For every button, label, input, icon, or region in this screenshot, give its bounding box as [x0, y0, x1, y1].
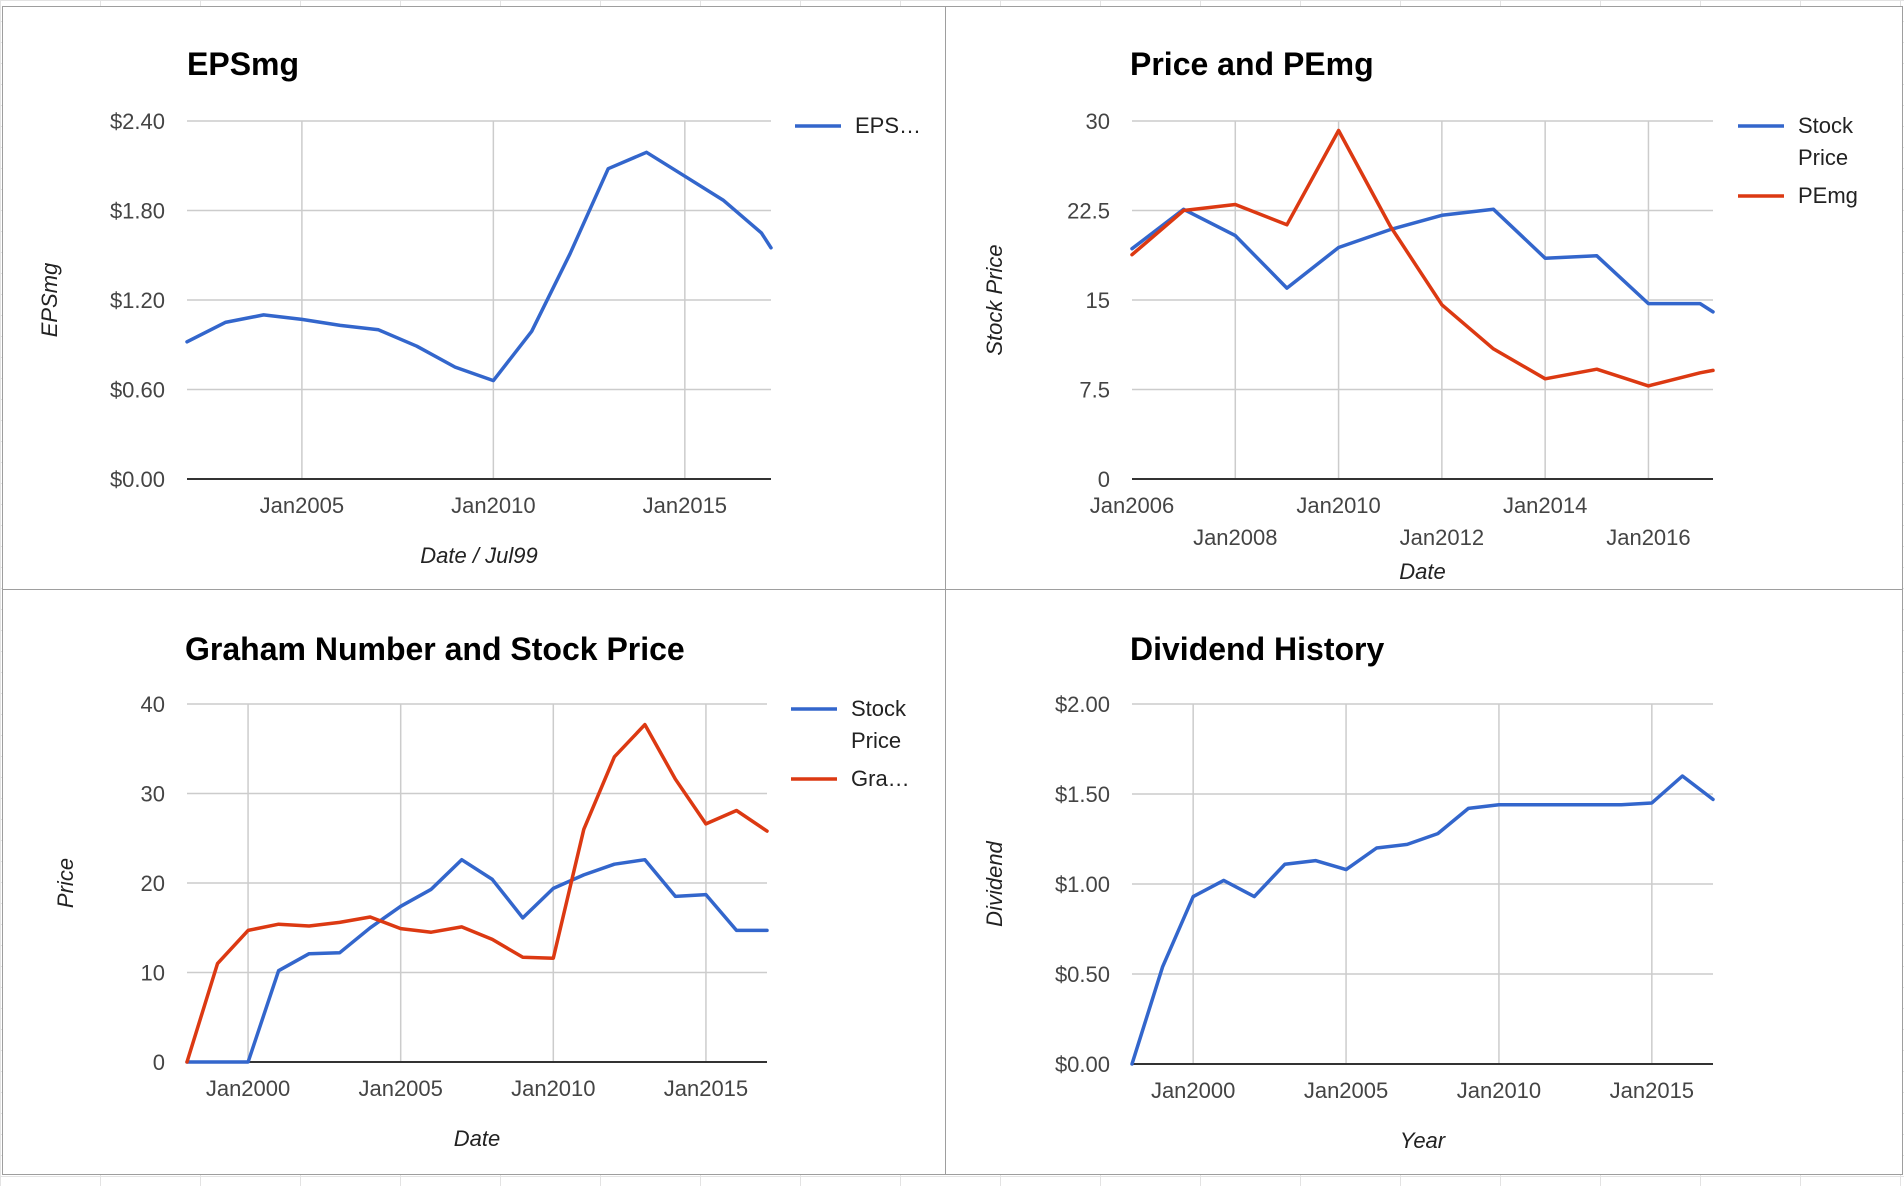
x-tick-label: Jan2005 — [358, 1076, 442, 1101]
x-tick-label: Jan2000 — [1151, 1078, 1235, 1103]
series-line — [1130, 207, 1715, 314]
series-line — [1130, 774, 1715, 1066]
series-line — [185, 857, 769, 1064]
chart-title: Graham Number and Stock Price — [185, 631, 685, 667]
x-tick-label: Jan2005 — [260, 493, 344, 518]
x-tick-label: Jan2016 — [1606, 525, 1690, 550]
y-tick-label: $0.00 — [1055, 1052, 1110, 1077]
y-tick-label: $1.00 — [1055, 872, 1110, 897]
x-tick-label: Jan2010 — [511, 1076, 595, 1101]
x-axis-title: Date — [454, 1126, 500, 1151]
x-tick-label: Jan2010 — [1296, 493, 1380, 518]
price-pemg-chart: Price and PEmg 0 7.5 15 22.5 30 Jan2006 Jan2008… — [982, 46, 1858, 584]
eps-chart: EPSmg $0.00 $0.60 $1.20 $1.80 $2.40 Jan2005 Jan… — [37, 46, 921, 568]
x-tick-label: Jan2015 — [664, 1076, 748, 1101]
x-tick-label: Jan2010 — [451, 493, 535, 518]
y-tick-label: $1.20 — [110, 288, 165, 313]
graham-chart: Graham Number and Stock Price 0 10 20 30 40 Ja… — [53, 631, 910, 1151]
y-tick-label: $1.80 — [110, 199, 165, 224]
y-tick-label: $0.60 — [110, 378, 165, 403]
series-line — [185, 722, 769, 1064]
y-tick-label: $2.00 — [1055, 692, 1110, 717]
legend-label: Stock — [851, 696, 907, 721]
y-tick-label: 15 — [1086, 288, 1110, 313]
x-tick-label: Jan2010 — [1457, 1078, 1541, 1103]
y-tick-label: 10 — [141, 961, 165, 986]
x-axis-title: Date / Jul99 — [420, 543, 537, 568]
y-tick-label: 7.5 — [1079, 378, 1110, 403]
dividend-chart-panel[interactable]: Dividend History $0.00 $0.50 $1.00 $1.50 $2.0… — [945, 589, 1903, 1175]
y-tick-label: 30 — [1086, 109, 1110, 134]
y-tick-label: 20 — [141, 871, 165, 896]
x-axis-title: Year — [1400, 1128, 1447, 1153]
dividend-chart: Dividend History $0.00 $0.50 $1.00 $1.50 $2.0… — [982, 631, 1715, 1153]
legend-label: Gra… — [851, 766, 910, 791]
series-line — [1130, 128, 1715, 388]
y-tick-label: $1.50 — [1055, 782, 1110, 807]
x-tick-label: Jan2006 — [1090, 493, 1174, 518]
series-line — [185, 150, 773, 383]
y-axis-title: Price — [53, 858, 78, 908]
y-tick-label: 0 — [153, 1050, 165, 1075]
chart-title: Dividend History — [1130, 631, 1384, 667]
chart-title: Price and PEmg — [1130, 46, 1374, 82]
y-axis-title: Dividend — [982, 840, 1007, 926]
y-tick-label: 40 — [141, 692, 165, 717]
x-tick-label: Jan2000 — [206, 1076, 290, 1101]
legend-label: Stock — [1798, 113, 1854, 138]
y-axis-title: EPSmg — [37, 262, 62, 337]
legend-label: Price — [1798, 145, 1848, 170]
legend-label: EPS… — [855, 113, 921, 138]
y-tick-label: 30 — [141, 782, 165, 807]
y-tick-label: $2.40 — [110, 109, 165, 134]
x-tick-label: Jan2012 — [1400, 525, 1484, 550]
y-axis-title: Stock Price — [982, 244, 1007, 355]
y-tick-label: $0.50 — [1055, 962, 1110, 987]
price-pemg-chart-panel[interactable]: Price and PEmg 0 7.5 15 22.5 30 Jan2006 Jan2008… — [945, 6, 1903, 590]
y-tick-label: $0.00 — [110, 467, 165, 492]
x-tick-label: Jan2014 — [1503, 493, 1587, 518]
graham-chart-panel[interactable]: Graham Number and Stock Price 0 10 20 30 40 Ja… — [2, 589, 946, 1175]
x-axis-title: Date — [1399, 559, 1445, 584]
y-tick-label: 22.5 — [1067, 199, 1110, 224]
x-tick-label: Jan2015 — [643, 493, 727, 518]
y-tick-label: 0 — [1098, 467, 1110, 492]
x-tick-label: Jan2015 — [1610, 1078, 1694, 1103]
legend-label: Price — [851, 728, 901, 753]
eps-chart-panel[interactable]: EPSmg $0.00 $0.60 $1.20 $1.80 $2.40 Jan2005 Jan… — [2, 6, 946, 590]
legend-label: PEmg — [1798, 183, 1858, 208]
x-tick-label: Jan2005 — [1304, 1078, 1388, 1103]
chart-title: EPSmg — [187, 46, 299, 82]
x-tick-label: Jan2008 — [1193, 525, 1277, 550]
